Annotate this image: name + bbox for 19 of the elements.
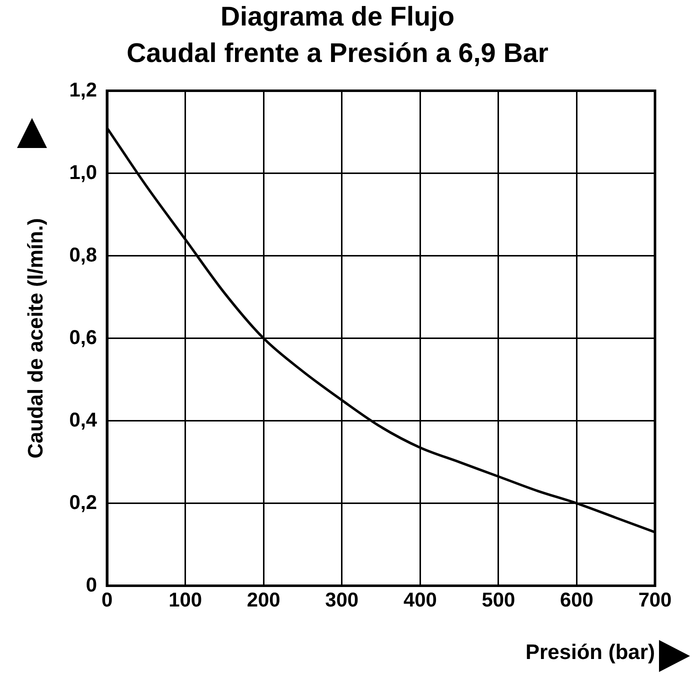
- x-tick-label: 400: [403, 589, 437, 612]
- x-tick-label: 0: [101, 589, 113, 612]
- y-tick-label: 1,2: [69, 79, 98, 102]
- chart-title: Diagrama de Flujo: [220, 2, 455, 32]
- x-tick-label: 500: [482, 589, 516, 612]
- x-tick-label: 200: [246, 589, 280, 612]
- x-tick-label: 100: [168, 589, 202, 612]
- y-tick-label: 0: [86, 574, 98, 596]
- x-tick-label: 600: [560, 589, 594, 612]
- x-tick-label: 300: [325, 589, 359, 612]
- x-tick-label: 700: [638, 589, 672, 612]
- y-tick-label: 1,0: [69, 162, 98, 184]
- x-axis-title: Presión (bar): [525, 641, 655, 664]
- chart-subtitle: Caudal frente a Presión a 6,9 Bar: [126, 38, 549, 68]
- y-tick-label: 0,4: [69, 409, 98, 432]
- y-axis-title: Caudal de aceite (l/mín.): [24, 218, 48, 459]
- y-tick-label: 0,2: [69, 492, 98, 514]
- y-tick-label: 0,6: [69, 326, 98, 349]
- y-tick-label: 0,8: [69, 244, 98, 266]
